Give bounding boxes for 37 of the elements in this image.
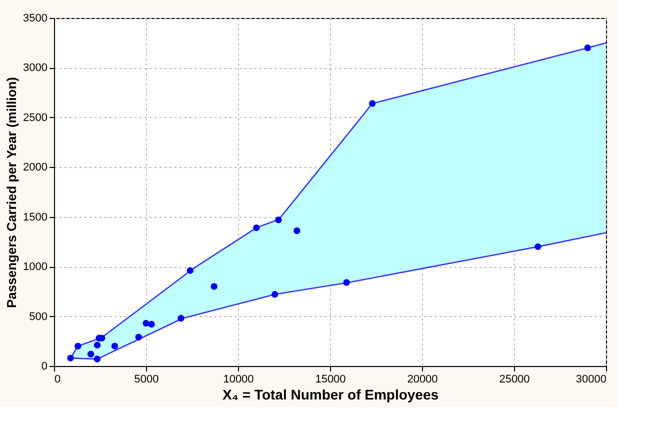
point bbox=[148, 320, 155, 328]
y-tick-label: 500 bbox=[29, 310, 48, 323]
x-axis-title: X₄ = Total Number of Employees bbox=[222, 386, 439, 402]
point bbox=[534, 243, 542, 250]
point bbox=[253, 224, 260, 232]
point bbox=[178, 314, 184, 322]
x-tick-label: 25000 bbox=[499, 374, 530, 386]
point bbox=[294, 227, 300, 234]
x-tick-label: 30000 bbox=[576, 374, 606, 386]
point bbox=[87, 350, 94, 358]
x-tick-label: 10000 bbox=[223, 374, 254, 386]
y-tick-label: 1500 bbox=[23, 211, 48, 224]
point bbox=[67, 354, 74, 362]
x-tick-label: 5000 bbox=[134, 374, 159, 386]
y-axis-title: Passengers Carried per Year (million) bbox=[4, 77, 20, 308]
y-tick-label: 2000 bbox=[23, 162, 48, 174]
x-tick-label: 0 bbox=[54, 374, 61, 386]
point bbox=[343, 279, 350, 286]
y-tick-label: 3500 bbox=[23, 12, 48, 24]
point bbox=[271, 291, 278, 298]
point bbox=[142, 320, 150, 327]
y-tick-label: 0 bbox=[41, 360, 48, 372]
y-tick-label: 3000 bbox=[23, 62, 48, 74]
x-tick-label: 15000 bbox=[315, 374, 346, 386]
x-tick-label: 20000 bbox=[407, 374, 438, 386]
y-tick-label: 2500 bbox=[23, 112, 48, 124]
point bbox=[94, 356, 101, 362]
point bbox=[210, 283, 218, 290]
point bbox=[74, 342, 82, 350]
point bbox=[94, 342, 101, 348]
point bbox=[186, 267, 194, 274]
point bbox=[275, 216, 282, 224]
point bbox=[111, 342, 118, 350]
point bbox=[368, 100, 376, 107]
point bbox=[135, 334, 142, 341]
y-tick-label: 1000 bbox=[23, 261, 48, 274]
point bbox=[584, 44, 591, 52]
